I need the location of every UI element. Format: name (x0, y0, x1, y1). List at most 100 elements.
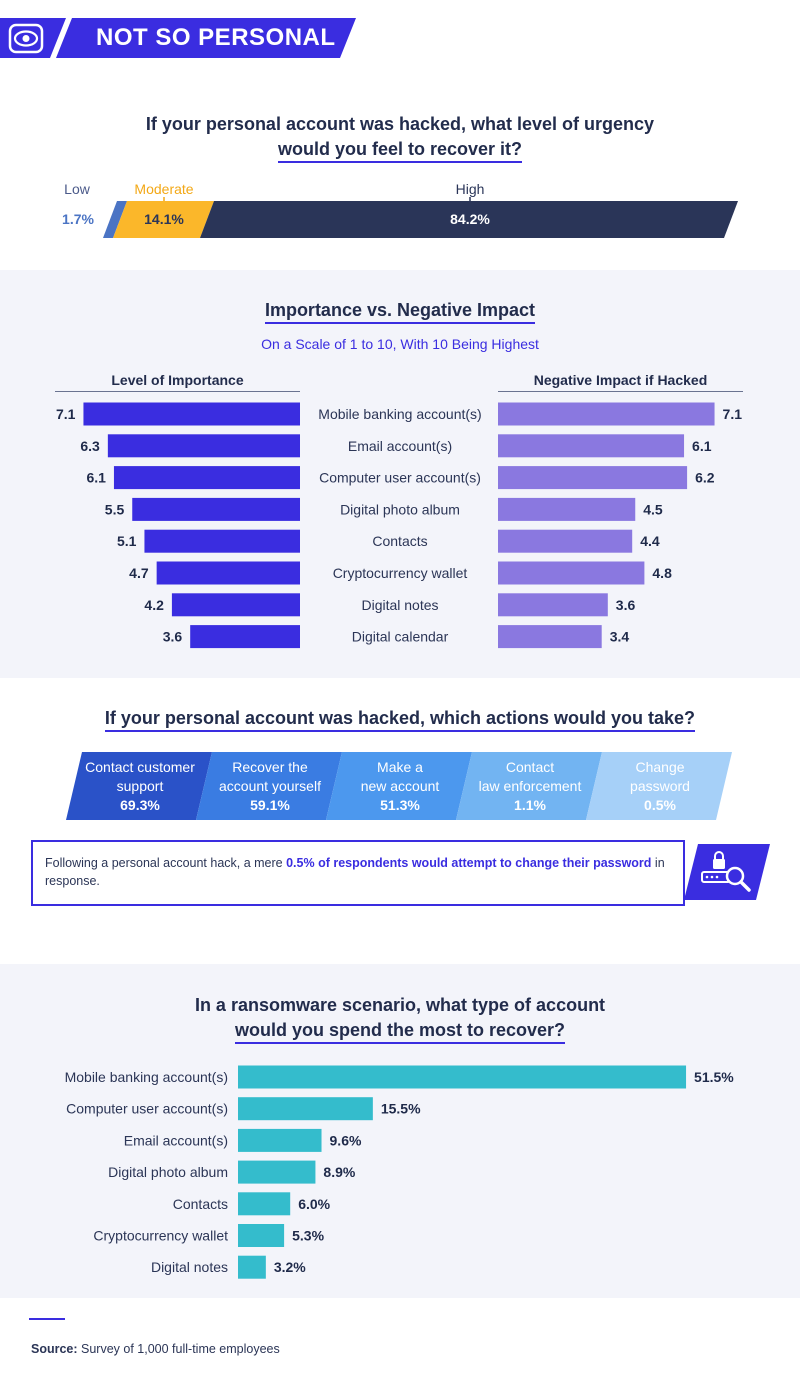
impact-value: 6.1 (692, 438, 712, 454)
impact-value: 6.2 (695, 470, 715, 486)
callout-box: Following a personal account hack, a mer… (31, 840, 685, 906)
impact-bar (498, 466, 688, 490)
importance-bar (113, 466, 300, 490)
impact-bar (498, 497, 636, 521)
ransom-bar (238, 1255, 266, 1279)
ransom-bar (238, 1097, 373, 1121)
action-shape-3 (326, 752, 472, 820)
impact-value: 4.4 (640, 533, 660, 549)
urgency-value-low: 1.7% (62, 211, 94, 227)
eye-icon (8, 23, 44, 54)
importance-category-label: Mobile banking account(s) (318, 406, 481, 422)
importance-value: 4.7 (129, 565, 149, 581)
urgency-value-moderate: 14.1% (144, 211, 184, 227)
action-5: Change password 0.5% (630, 759, 690, 813)
importance-chart: 7.1 7.1 Mobile banking account(s) 6.3 6.1 Ema… (56, 402, 743, 649)
ransom-category-label: Computer user account(s) (66, 1101, 228, 1117)
actions-chevrons (66, 752, 732, 820)
importance-value: 3.6 (163, 629, 183, 645)
lock-search-icon (684, 844, 770, 900)
header-banner (0, 18, 356, 58)
importance-value: 5.1 (117, 533, 137, 549)
importance-category-label: Digital photo album (340, 501, 460, 517)
impact-value: 4.5 (643, 501, 663, 517)
ransom-bar (238, 1160, 316, 1184)
source-divider (29, 1318, 65, 1320)
impact-bar (498, 529, 633, 553)
impact-bar (498, 593, 608, 617)
importance-bar (107, 434, 300, 458)
ransom-value: 8.9% (323, 1164, 355, 1180)
importance-bar (190, 625, 300, 649)
action-shape-5 (586, 752, 732, 820)
ransom-value: 6.0% (298, 1196, 330, 1212)
importance-right-header: Negative Impact if Hacked (498, 372, 743, 392)
importance-title: Importance vs. Negative Impact (0, 300, 800, 324)
urgency-label-low: Low (64, 181, 91, 197)
ransom-value: 51.5% (694, 1069, 734, 1085)
actions-title: If your personal account was hacked, whi… (0, 708, 800, 732)
ransom-value: 5.3% (292, 1228, 324, 1244)
ransom-category-label: Contacts (173, 1196, 228, 1212)
ransom-category-label: Digital notes (151, 1259, 228, 1275)
impact-bar (498, 561, 645, 585)
action-shape-4 (456, 752, 602, 820)
importance-category-label: Digital notes (361, 597, 438, 613)
ransom-category-label: Email account(s) (124, 1132, 228, 1148)
page-title: NOT SO PERSONAL (96, 24, 336, 51)
impact-value: 3.4 (610, 629, 630, 645)
importance-value: 5.5 (105, 501, 125, 517)
ransom-bar (238, 1224, 285, 1247)
importance-category-label: Computer user account(s) (319, 470, 481, 486)
importance-value: 6.1 (86, 470, 106, 486)
urgency-label-high: High (456, 181, 485, 197)
urgency-label-moderate: Moderate (134, 181, 193, 197)
ransom-value: 15.5% (381, 1101, 421, 1117)
importance-category-label: Digital calendar (352, 629, 449, 645)
ransom-chart: Mobile banking account(s) 51.5% Computer u… (65, 1065, 734, 1279)
importance-category-label: Cryptocurrency wallet (333, 565, 468, 581)
ransom-section (0, 964, 800, 1298)
importance-bar (156, 561, 300, 585)
impact-value: 7.1 (723, 406, 743, 422)
importance-bar (132, 497, 300, 521)
callout-text: Following a personal account hack, a mer… (45, 856, 665, 888)
action-shape-1 (66, 752, 212, 820)
action-3: Make a new account 51.3% (360, 759, 440, 813)
importance-bar (144, 529, 300, 553)
ransom-bar (238, 1065, 687, 1089)
urgency-value-high: 84.2% (450, 211, 490, 227)
impact-value: 4.8 (652, 565, 672, 581)
impact-bar (498, 434, 685, 458)
ransom-category-label: Cryptocurrency wallet (93, 1228, 228, 1244)
importance-value: 6.3 (80, 438, 100, 454)
importance-category-label: Contacts (372, 533, 427, 549)
importance-bar (171, 593, 300, 617)
action-2: Recover the account yourself 59.1% (219, 759, 321, 813)
urgency-bar-high (200, 201, 738, 238)
ransom-value: 9.6% (330, 1132, 362, 1148)
urgency-bar-low (103, 201, 127, 238)
impact-value: 3.6 (616, 597, 636, 613)
action-shape-2 (196, 752, 342, 820)
urgency-title: If your personal account was hacked, wha… (0, 112, 800, 163)
impact-bar (498, 625, 602, 649)
ransom-value: 3.2% (274, 1259, 306, 1275)
source-note: Source: Survey of 1,000 full-time employ… (31, 1342, 280, 1356)
importance-subtitle: On a Scale of 1 to 10, With 10 Being Hig… (261, 336, 539, 352)
importance-value: 7.1 (56, 406, 76, 422)
importance-category-label: Email account(s) (348, 438, 452, 454)
importance-value: 4.2 (144, 597, 164, 613)
importance-left-header: Level of Importance (55, 372, 300, 392)
ransom-bar (238, 1192, 291, 1216)
action-1: Contact customer support 69.3% (85, 759, 195, 813)
action-4: Contact law enforcement 1.1% (478, 759, 582, 813)
urgency-bar-moderate (113, 201, 214, 238)
ransom-title: In a ransomware scenario, what type of a… (0, 993, 800, 1044)
ransom-category-label: Mobile banking account(s) (65, 1069, 228, 1085)
impact-bar (498, 402, 715, 426)
ransom-category-label: Digital photo album (108, 1164, 228, 1180)
urgency-stacked-bar: Low Moderate High 1.7% 14.1% 84.2% (62, 181, 738, 238)
ransom-bar (238, 1128, 322, 1152)
importance-bar (83, 402, 300, 426)
